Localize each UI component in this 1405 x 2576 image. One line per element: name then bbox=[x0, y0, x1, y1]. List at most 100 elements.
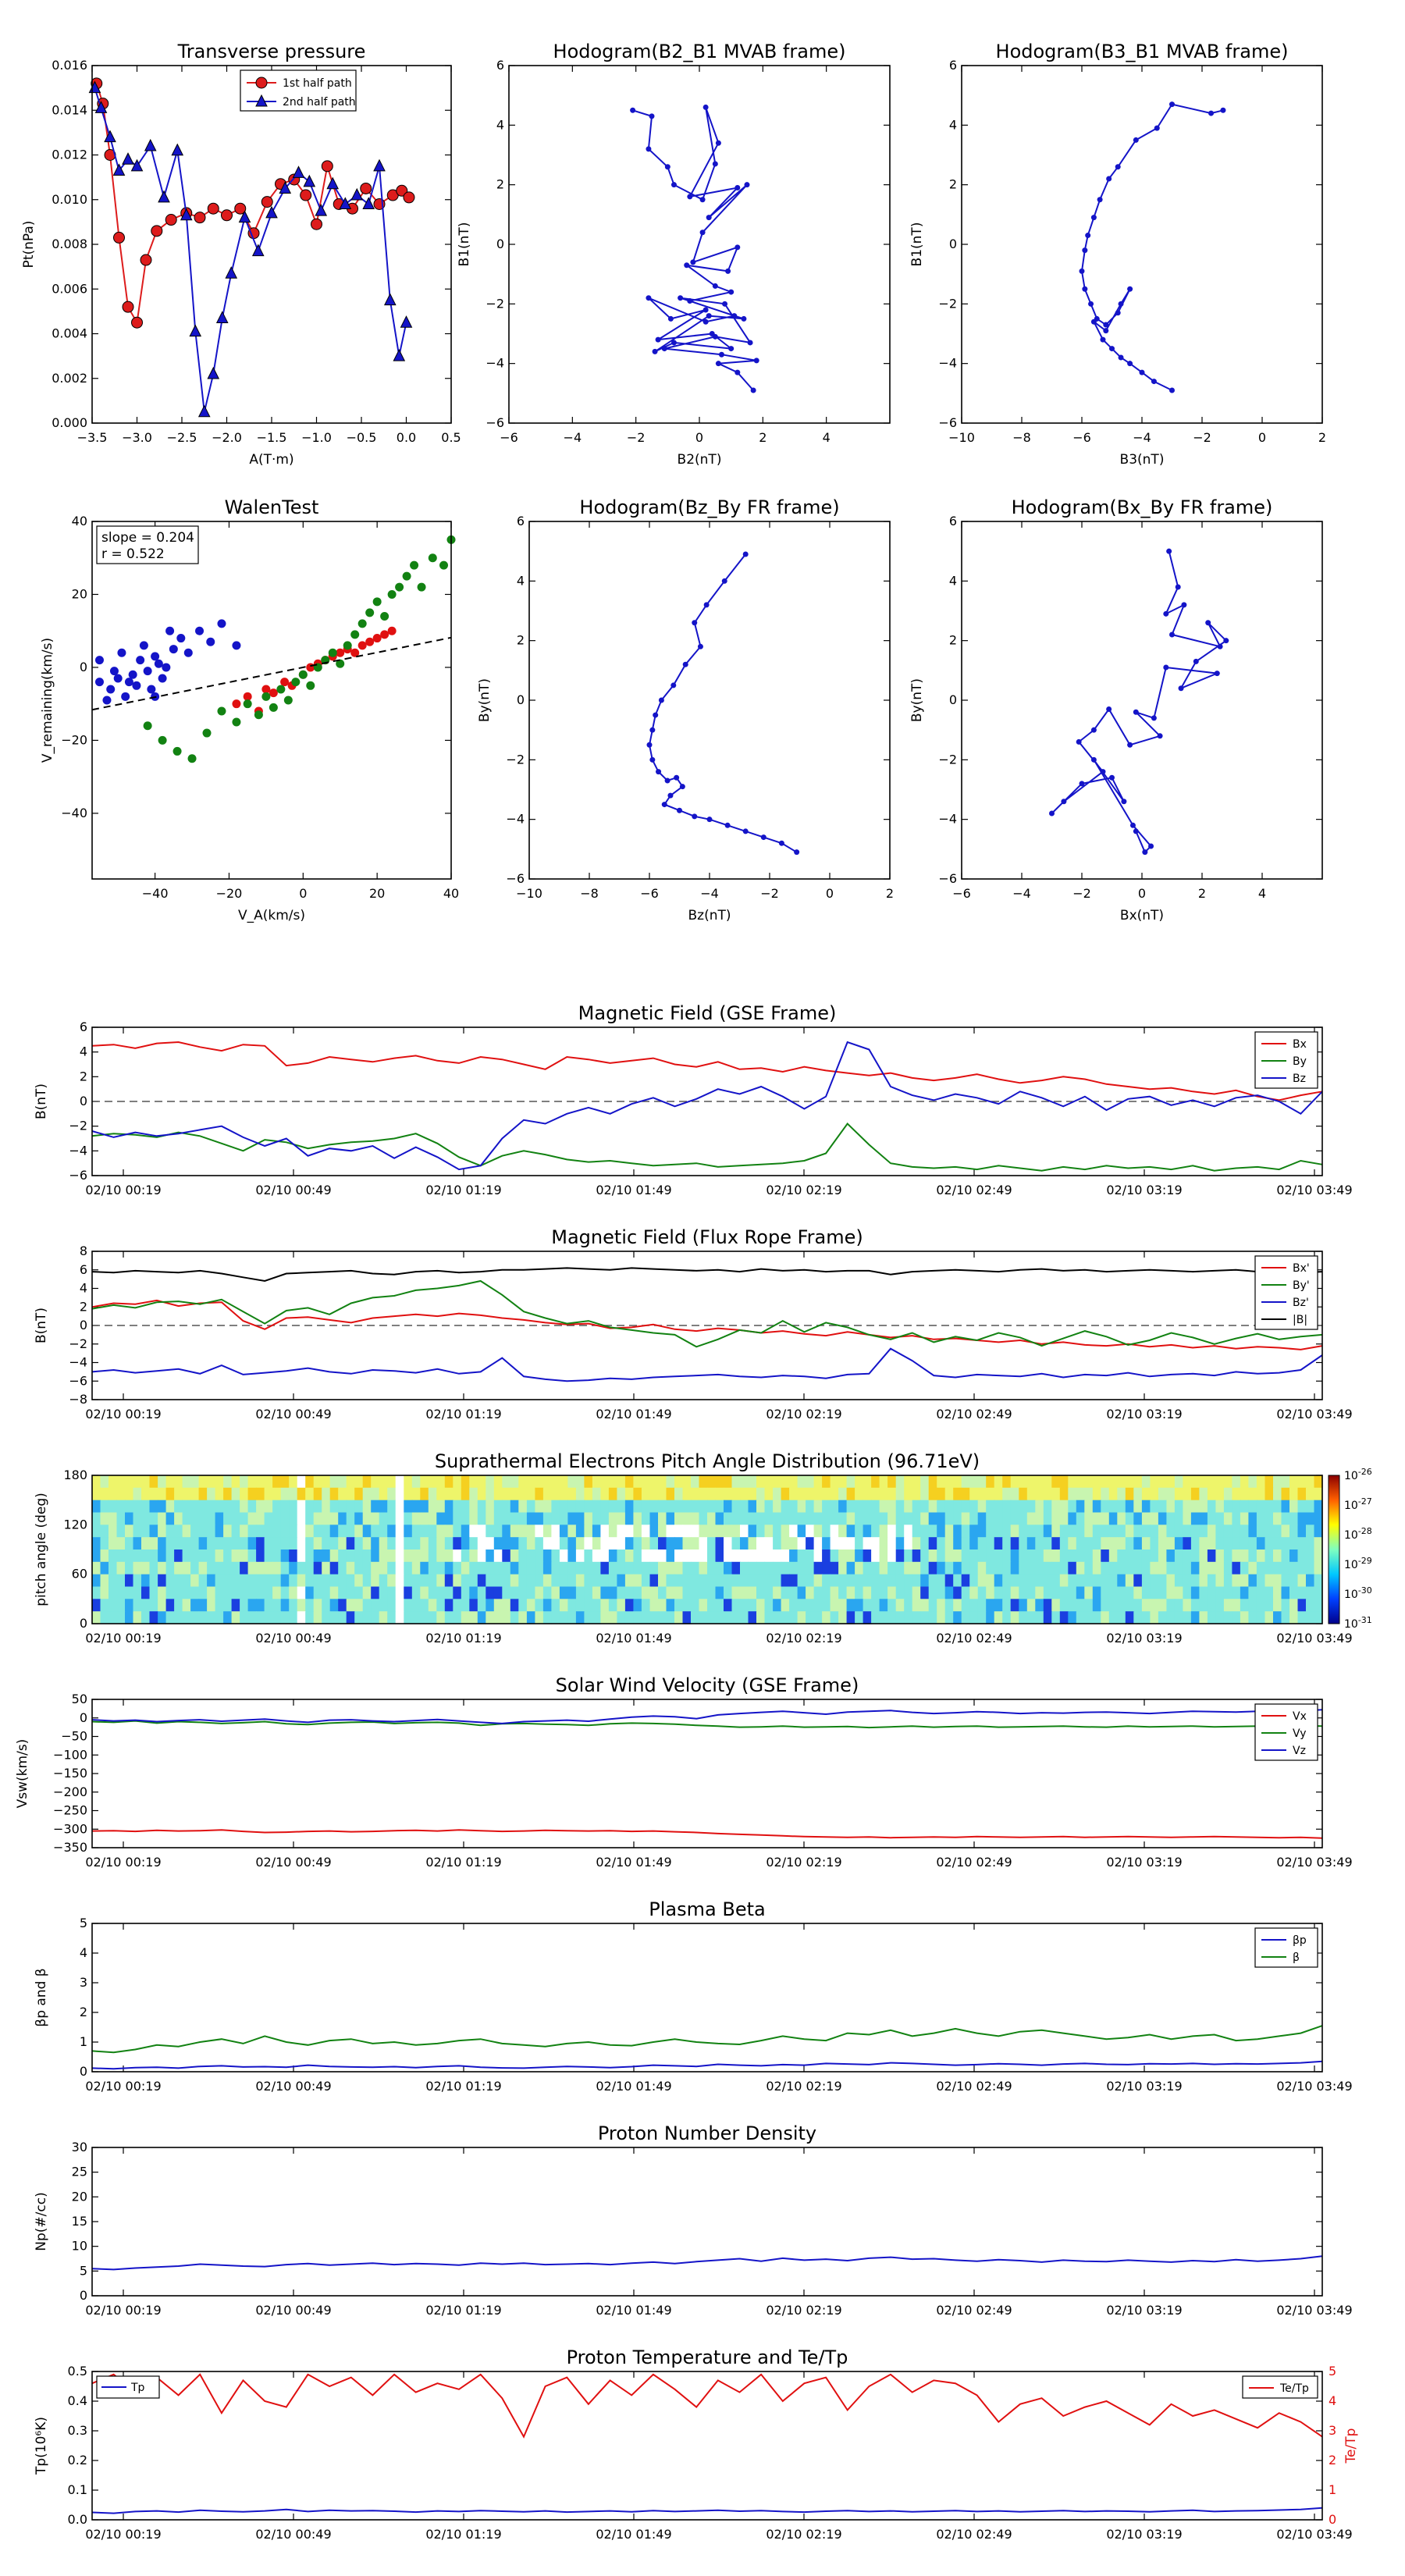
data-point bbox=[753, 358, 759, 364]
heatmap-cell bbox=[1166, 1537, 1176, 1550]
heatmap-cell bbox=[1289, 1512, 1299, 1525]
scatter-point bbox=[417, 582, 426, 592]
time-tick-label: 02/10 03:19 bbox=[1106, 1855, 1182, 1870]
heatmap-cell bbox=[1264, 1611, 1274, 1624]
data-point bbox=[1151, 379, 1157, 385]
heatmap-cell bbox=[1256, 1475, 1265, 1489]
heatmap-cell bbox=[649, 1525, 659, 1538]
heatmap-cell bbox=[674, 1525, 684, 1538]
heatmap-cell bbox=[502, 1500, 511, 1514]
heatmap-cell bbox=[108, 1611, 118, 1624]
heatmap-cell bbox=[149, 1586, 158, 1599]
heatmap-cell bbox=[158, 1599, 167, 1612]
heatmap-cell bbox=[247, 1550, 257, 1563]
heatmap-cell bbox=[387, 1561, 397, 1575]
time-tick-label: 02/10 00:19 bbox=[85, 1855, 161, 1870]
heatmap-cell bbox=[977, 1599, 987, 1612]
heatmap-cell bbox=[116, 1611, 126, 1624]
heatmap-cell bbox=[256, 1475, 265, 1489]
heatmap-cell bbox=[855, 1500, 864, 1514]
heatmap-cell bbox=[756, 1561, 766, 1575]
heatmap-cell bbox=[764, 1561, 774, 1575]
heatmap-cell bbox=[1306, 1500, 1315, 1514]
y-tick-label: 0.012 bbox=[52, 148, 87, 162]
scatter-point bbox=[243, 699, 252, 709]
heatmap-cell bbox=[797, 1487, 806, 1501]
heatmap-cell bbox=[1010, 1550, 1019, 1563]
y-axis-label: B(nT) bbox=[34, 1308, 49, 1343]
heatmap-cell bbox=[633, 1525, 642, 1538]
heatmap-cell bbox=[1117, 1586, 1126, 1599]
heatmap-cell bbox=[469, 1599, 478, 1612]
heatmap-cell bbox=[1051, 1525, 1061, 1538]
heatmap-cell bbox=[1166, 1475, 1176, 1489]
heatmap-cell bbox=[895, 1475, 905, 1489]
heatmap-cell bbox=[329, 1475, 339, 1489]
scatter-point bbox=[158, 674, 167, 683]
heatmap-cell bbox=[904, 1611, 913, 1624]
y-tick-label: 0.000 bbox=[52, 415, 87, 430]
data-point bbox=[706, 313, 712, 319]
heatmap-cell bbox=[486, 1500, 495, 1514]
x-tick-label: 0.5 bbox=[441, 430, 461, 445]
data-point bbox=[1082, 286, 1088, 292]
heatmap-cell bbox=[977, 1475, 987, 1489]
heatmap-cell bbox=[1264, 1525, 1274, 1538]
heatmap-cell bbox=[256, 1487, 265, 1501]
heatmap-cell bbox=[338, 1574, 347, 1588]
data-point bbox=[326, 176, 340, 190]
heatmap-cell bbox=[731, 1561, 741, 1575]
heatmap-cell bbox=[1190, 1599, 1200, 1612]
heatmap-cell bbox=[567, 1537, 577, 1550]
heatmap-cell bbox=[428, 1586, 437, 1599]
heatmap-cell bbox=[855, 1525, 864, 1538]
heatmap-cell bbox=[977, 1525, 987, 1538]
heatmap-cell bbox=[953, 1611, 962, 1624]
heatmap-cell bbox=[797, 1537, 806, 1550]
heatmap-cell bbox=[502, 1537, 511, 1550]
heatmap-cell bbox=[289, 1537, 298, 1550]
y-tick-label: −2 bbox=[69, 1336, 87, 1351]
heatmap-cell bbox=[986, 1611, 995, 1624]
heatmap-cell bbox=[1248, 1500, 1257, 1514]
heatmap-cell bbox=[806, 1561, 815, 1575]
heatmap-cell bbox=[724, 1487, 733, 1501]
data-point bbox=[712, 333, 718, 340]
heatmap-cell bbox=[502, 1550, 511, 1563]
heatmap-cell bbox=[1289, 1475, 1299, 1489]
heatmap-cell bbox=[1092, 1574, 1101, 1588]
heatmap-cell bbox=[518, 1561, 528, 1575]
heatmap-cell bbox=[641, 1487, 650, 1501]
heatmap-cell bbox=[691, 1512, 700, 1525]
axes-frame bbox=[91, 65, 452, 424]
y-tick-label: 0 bbox=[80, 1318, 87, 1332]
heatmap-cell bbox=[329, 1550, 339, 1563]
series-line bbox=[1080, 103, 1224, 391]
heatmap-cell bbox=[354, 1537, 364, 1550]
heatmap-cell bbox=[92, 1550, 101, 1563]
heatmap-cell bbox=[108, 1550, 118, 1563]
heatmap-cell bbox=[838, 1561, 848, 1575]
heatmap-cell bbox=[674, 1586, 684, 1599]
heatmap-cell bbox=[1314, 1487, 1323, 1501]
heatmap-cell bbox=[1150, 1500, 1159, 1514]
axes-frame bbox=[91, 521, 452, 880]
data-point bbox=[1079, 268, 1085, 274]
heatmap-cell bbox=[1133, 1525, 1143, 1538]
heatmap-cell bbox=[879, 1561, 888, 1575]
heatmap-cell bbox=[256, 1586, 265, 1599]
heatmap-cell bbox=[567, 1550, 577, 1563]
heatmap-cell bbox=[977, 1586, 987, 1599]
heatmap-cell bbox=[1256, 1500, 1265, 1514]
heatmap-cell bbox=[1256, 1561, 1265, 1575]
heatmap-cell bbox=[879, 1611, 888, 1624]
y-tick-label: 0 bbox=[80, 2064, 87, 2079]
heatmap-cell bbox=[666, 1599, 675, 1612]
heatmap-cell bbox=[1232, 1574, 1241, 1588]
heatmap-cell bbox=[453, 1537, 462, 1550]
heatmap-cell bbox=[1133, 1611, 1143, 1624]
heatmap-cell bbox=[1232, 1500, 1241, 1514]
heatmap-cell bbox=[100, 1550, 109, 1563]
heatmap-cell bbox=[280, 1586, 290, 1599]
heatmap-cell bbox=[1076, 1512, 1085, 1525]
